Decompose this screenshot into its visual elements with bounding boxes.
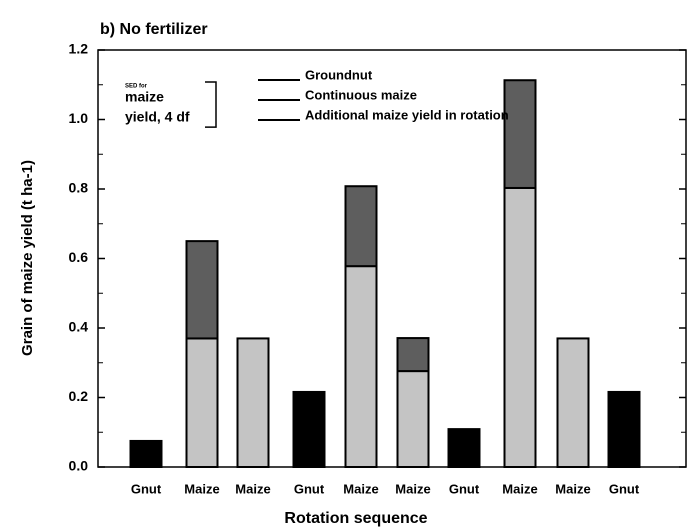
chart-title: b) No fertilizer (100, 21, 208, 38)
sed-label: SED for (125, 84, 148, 90)
sed-label: yield, 4 df (125, 109, 190, 125)
x-tick-label: Maize (395, 481, 430, 496)
bar-segment (344, 185, 378, 268)
bar-segment (447, 428, 481, 468)
sed-bracket (205, 81, 217, 128)
bar-segment (396, 337, 430, 373)
y-axis-title: Grain of maize yield (t ha-1) (19, 160, 36, 356)
sed-label: maize (125, 89, 164, 105)
x-tick-label: Gnut (609, 481, 640, 496)
legend-label: Groundnut (305, 67, 373, 82)
bar-segment (292, 390, 326, 468)
y-tick-label: 1.2 (69, 41, 89, 57)
x-tick-label: Gnut (131, 481, 162, 496)
y-tick-label: 0.0 (69, 458, 89, 474)
y-tick-label: 0.8 (69, 180, 89, 196)
bar-segment (556, 337, 590, 468)
legend-label: Additional maize yield in rotation (305, 107, 509, 122)
bar-segment (503, 186, 537, 469)
x-axis-title: Rotation sequence (284, 510, 427, 527)
bar-segment (185, 337, 219, 468)
x-tick-label: Gnut (294, 481, 325, 496)
x-tick-label: Maize (502, 481, 537, 496)
bar-segment (236, 337, 270, 468)
bar-segment (129, 439, 163, 468)
x-tick-label: Gnut (449, 481, 480, 496)
x-tick-label: Maize (343, 481, 378, 496)
x-tick-label: Maize (555, 481, 590, 496)
y-tick-label: 0.6 (69, 249, 89, 265)
x-tick-label: Maize (184, 481, 219, 496)
bar-segment (503, 79, 537, 189)
y-tick-label: 1.0 (69, 110, 89, 126)
bar-segment (344, 265, 378, 468)
y-tick-label: 0.2 (69, 388, 89, 404)
bar-segment (185, 240, 219, 340)
bar-segment (607, 390, 641, 468)
y-tick-label: 0.4 (69, 319, 89, 335)
bar-segment (396, 370, 430, 468)
x-tick-label: Maize (235, 481, 270, 496)
legend-label: Continuous maize (305, 87, 417, 102)
plot-frame (97, 49, 687, 468)
